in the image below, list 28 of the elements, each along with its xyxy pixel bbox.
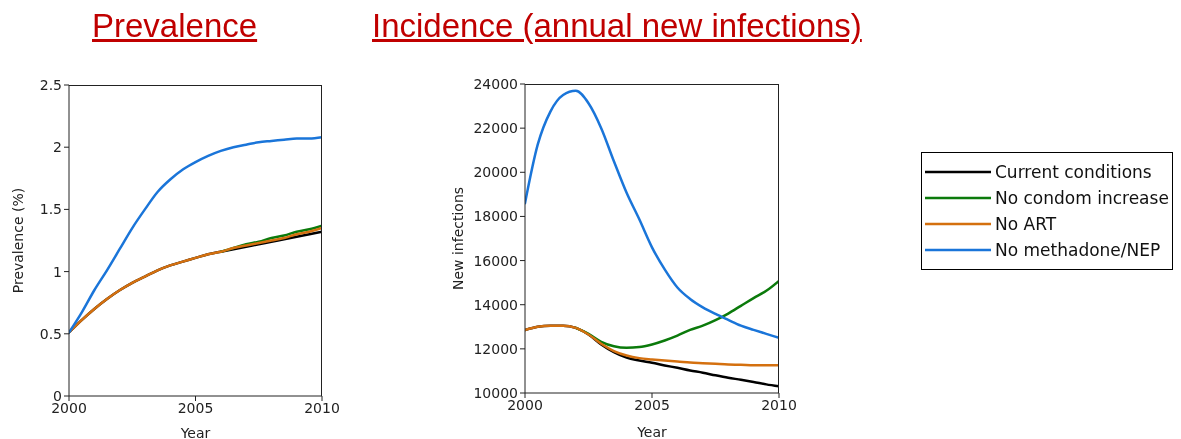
y-tick-label: 20000 bbox=[473, 164, 518, 181]
y-tick-label: 12000 bbox=[473, 340, 518, 357]
y-tick-label: 1 bbox=[53, 263, 62, 280]
x-tick-label: 2010 bbox=[761, 396, 797, 413]
y-tick-label: 2 bbox=[53, 139, 62, 156]
y-tick-label: 0.5 bbox=[39, 325, 62, 342]
y-tick-label: 2.5 bbox=[39, 76, 62, 93]
y-tick-label: 18000 bbox=[473, 208, 518, 225]
y-axis-title: New infections bbox=[449, 186, 466, 291]
chart-title: Prevalence bbox=[92, 7, 258, 45]
y-tick-label: 10000 bbox=[473, 384, 518, 401]
x-tick-label: 2010 bbox=[304, 399, 340, 416]
y-tick-label: 0 bbox=[53, 387, 62, 404]
chart-title: Incidence (annual new infections) bbox=[372, 7, 862, 45]
legend-label: Current conditions bbox=[995, 162, 1152, 182]
legend-label: No ART bbox=[995, 214, 1057, 234]
y-tick-label: 24000 bbox=[473, 75, 518, 92]
legend-label: No methadone/NEP bbox=[995, 240, 1161, 260]
x-tick-label: 2005 bbox=[634, 396, 670, 413]
y-axis-title: Prevalence (%) bbox=[9, 187, 26, 294]
x-tick-label: 2005 bbox=[177, 399, 214, 416]
x-axis-title: Year bbox=[636, 424, 668, 439]
y-tick-label: 14000 bbox=[473, 296, 518, 313]
y-tick-label: 22000 bbox=[473, 120, 518, 137]
y-tick-label: 1.5 bbox=[39, 201, 62, 218]
legend-label: No condom increase bbox=[995, 188, 1169, 208]
y-tick-label: 16000 bbox=[473, 252, 518, 269]
x-axis-title: Year bbox=[179, 425, 211, 439]
